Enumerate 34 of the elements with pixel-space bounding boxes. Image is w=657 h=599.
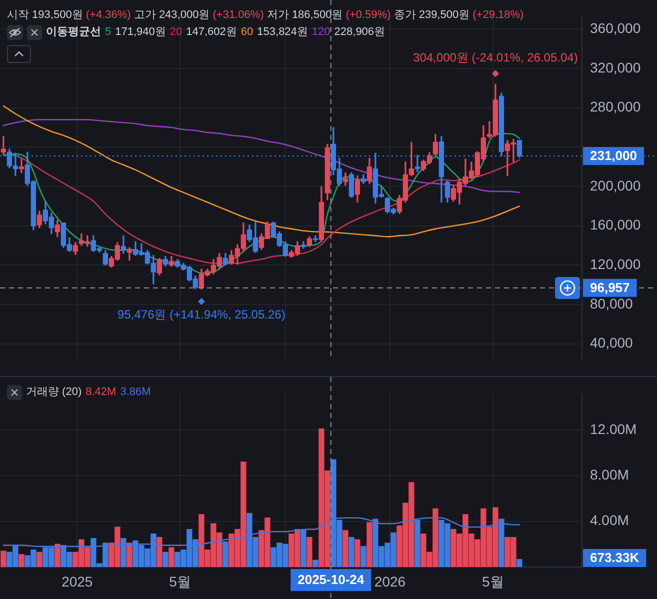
y-tick-label: 120,000 (590, 256, 641, 272)
annotation: 95,476원 (+141.94%, 25.05.26) (118, 308, 286, 322)
y-tick-label: 200,000 (590, 177, 641, 194)
y-tick-label: 160,000 (590, 216, 641, 233)
text: 120 (312, 25, 330, 40)
y-tick-label: 280,000 (590, 98, 641, 115)
text: 96,957 (590, 280, 630, 295)
y-tick-label: 12.00M (590, 420, 637, 437)
chart-title: 거래량 (20) (26, 386, 82, 398)
x-tick-label: 2026 (374, 573, 406, 590)
x-tick-label: 5월 (482, 573, 504, 590)
y-tick-label: 4.00M (590, 512, 629, 528)
y-tick-label: 320,000 (590, 59, 641, 76)
legend-title: 이동평균선 (46, 25, 101, 40)
y-tick-label: 360,000 (590, 20, 641, 36)
ref-line-label: 2025-10-24 (298, 572, 365, 588)
annotation: 153,824원 (257, 25, 308, 40)
y-tick-label: 40,000 (590, 334, 634, 351)
y-tick-label: 8.00M (590, 466, 629, 482)
x-tick-label: 2025 (62, 573, 93, 590)
annotation: 171,940원 (115, 25, 166, 40)
text: 673.33K (590, 550, 640, 566)
y-tick-label: 80,000 (590, 295, 634, 312)
annotation: 3.86M (120, 385, 151, 400)
text: 20 (170, 25, 182, 40)
annotation: 228,906원 (334, 25, 386, 40)
x-tick-label: 5월 (169, 573, 191, 590)
text: 5 (105, 25, 112, 40)
annotation: 304,000원 (-24.01%, 26.05.04) (413, 50, 578, 65)
chart-title: 시작 193,500원 (+4.36%) 고가 243,000원 (+31.06%) 저가 186,500원 (+0.59%) 종가 239,500원 (+29.18%) (7, 9, 524, 21)
annotation: 147,602원 (186, 25, 237, 40)
text: 60 (240, 25, 254, 40)
text: 231,000 (590, 148, 637, 164)
annotation: 8.42M (86, 385, 116, 400)
